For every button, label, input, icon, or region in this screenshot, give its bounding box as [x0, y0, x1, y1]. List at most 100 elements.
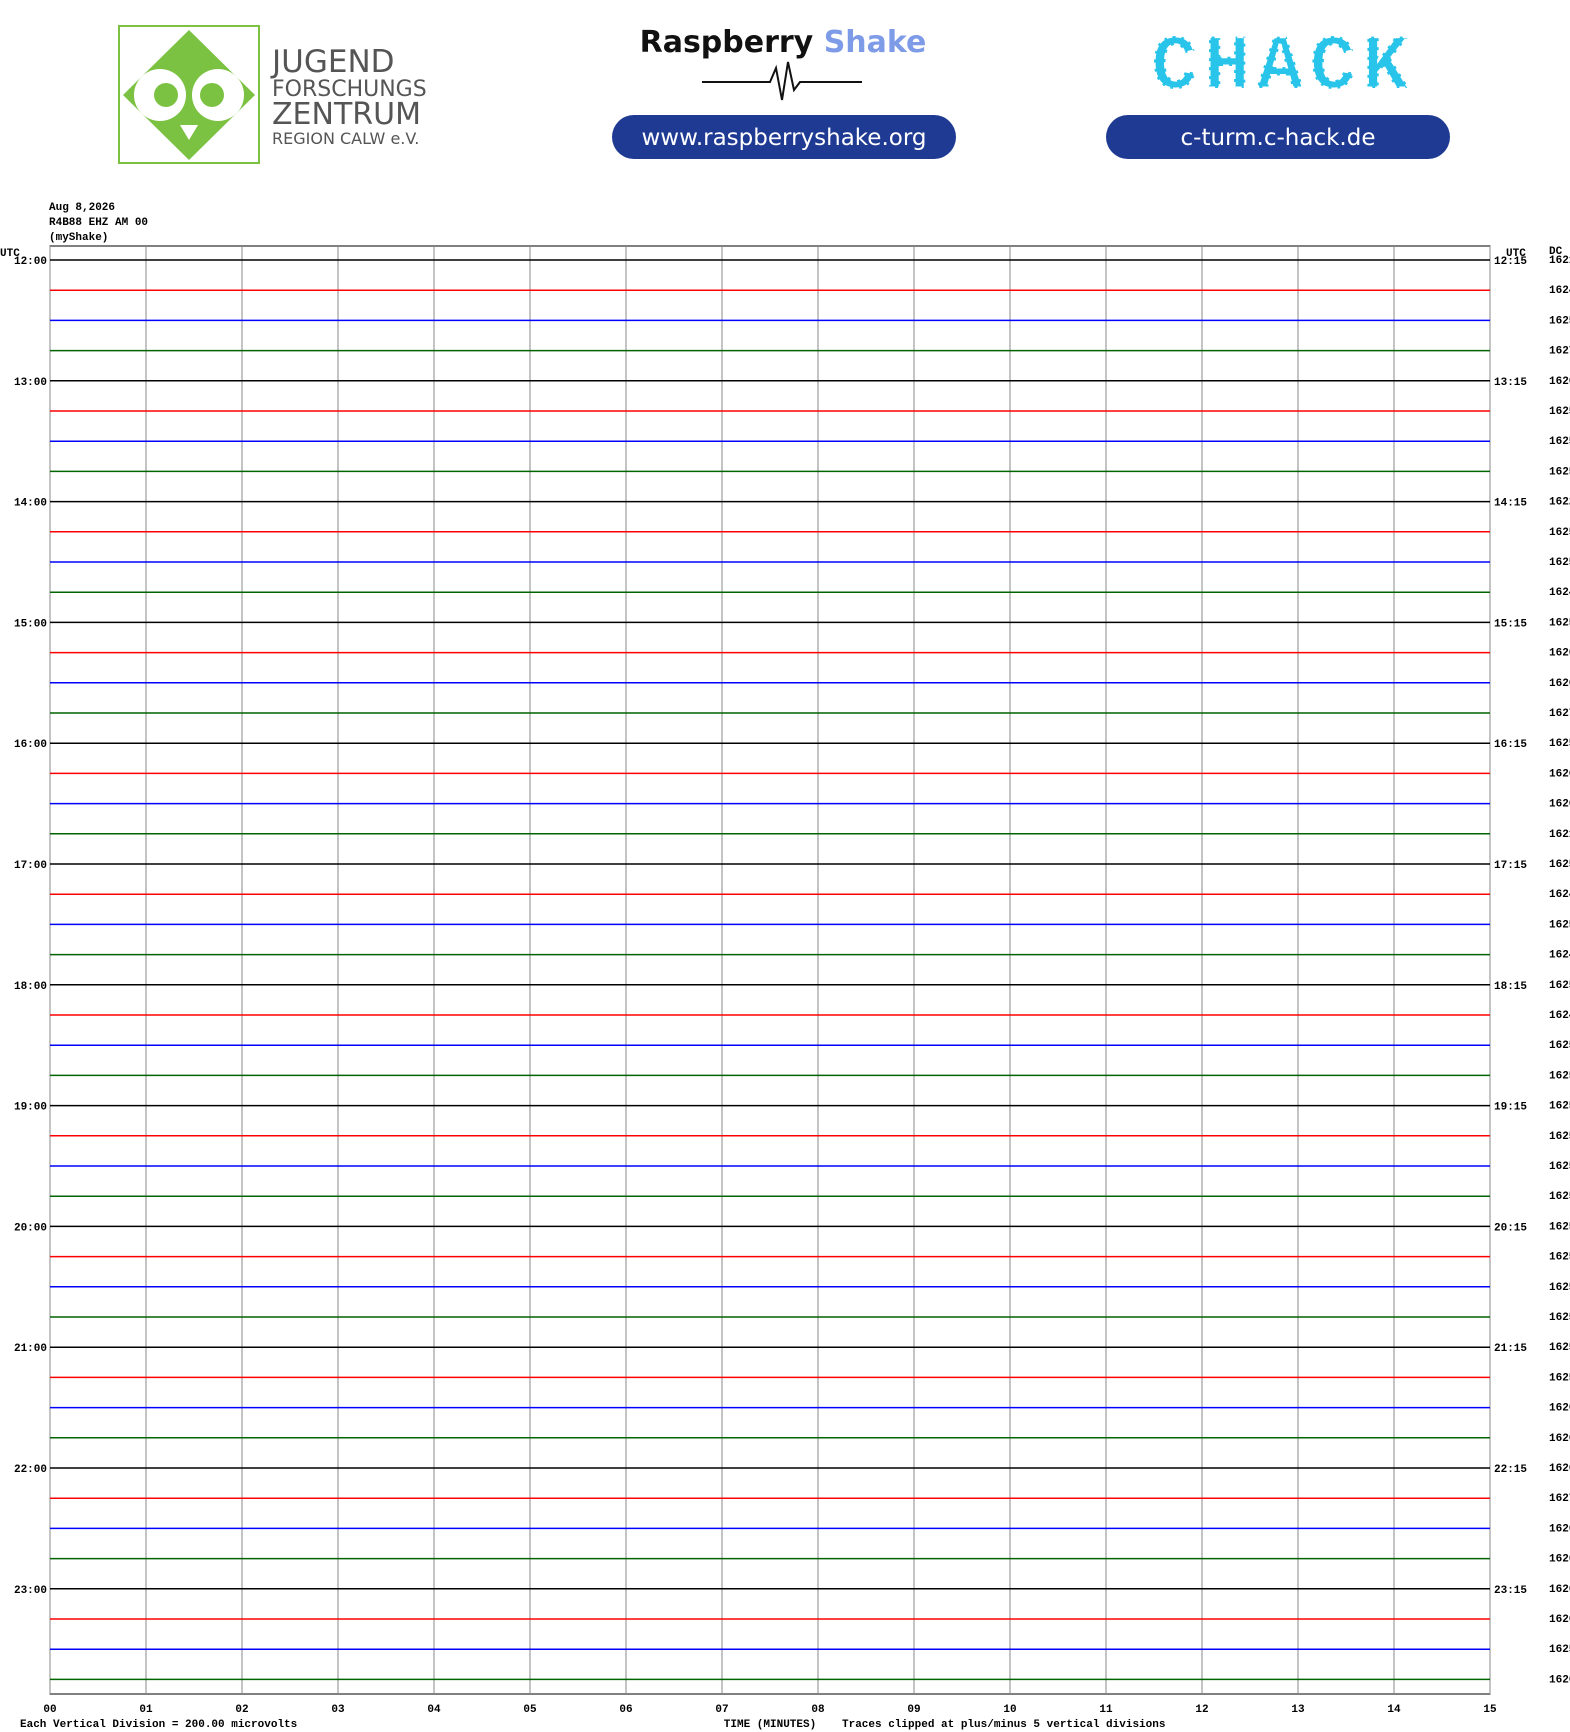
dc-value: 16242: [1549, 889, 1570, 901]
hour-label: 23:15: [1494, 1585, 1527, 1597]
jfz-text: REGION CALW e.V.: [272, 129, 419, 148]
owl-beak: [180, 125, 198, 140]
x-title: TIME (MINUTES): [724, 1719, 816, 1731]
dc-value: 16257: [1549, 919, 1570, 931]
dc-value: 16255: [1549, 1131, 1570, 1143]
station-info: Aug 8,2026: [49, 202, 115, 214]
hour-label: 20:00: [14, 1222, 47, 1234]
hour-label: 17:15: [1494, 860, 1527, 872]
dc-value: 16262: [1549, 799, 1570, 811]
dc-value: 16247: [1549, 587, 1570, 599]
raspberry-url[interactable]: www.raspberryshake.org: [642, 125, 927, 151]
logo-diamond: [123, 30, 255, 160]
dc-value: 16250: [1549, 1372, 1570, 1384]
x-tick-label: 03: [331, 1704, 345, 1716]
hour-label: 18:00: [14, 981, 47, 993]
hour-label: 12:15: [1494, 256, 1527, 268]
dc-value: 16255: [1549, 980, 1570, 992]
hour-label: 19:00: [14, 1102, 47, 1114]
dc-value: 16272: [1549, 346, 1570, 358]
x-tick-label: 14: [1387, 1704, 1401, 1716]
dc-value: 16249: [1549, 950, 1570, 962]
clip-note: Traces clipped at plus/minus 5 vertical …: [842, 1719, 1165, 1731]
dc-value: 16256: [1549, 1191, 1570, 1203]
dc-value: 16260: [1549, 678, 1570, 690]
dc-value: 16254: [1549, 1070, 1570, 1082]
dc-value: 16259: [1549, 1342, 1570, 1354]
dc-header: DC: [1549, 246, 1563, 258]
owl-pupil: [200, 83, 224, 107]
hour-label: 20:15: [1494, 1222, 1527, 1234]
x-tick-label: 11: [1099, 1704, 1113, 1716]
hour-label: 21:15: [1494, 1343, 1527, 1355]
dc-value: 16261: [1549, 1674, 1570, 1686]
raspberry-word: Raspberry: [640, 25, 814, 60]
shake-word: Shake: [824, 25, 927, 60]
dc-value: 16256: [1549, 859, 1570, 871]
hour-label: 15:00: [14, 618, 47, 630]
dc-value: 16257: [1549, 466, 1570, 478]
dc-value: 16257: [1549, 436, 1570, 448]
utc-header: UTC: [1506, 248, 1526, 260]
hour-label: 18:15: [1494, 981, 1527, 993]
x-tick-label: 09: [907, 1704, 920, 1716]
owl-pupil: [154, 83, 178, 107]
utc-header: UTC: [0, 248, 20, 260]
dc-value: 16259: [1549, 1312, 1570, 1324]
hour-label: 22:00: [14, 1464, 47, 1476]
dc-value: 16270: [1549, 708, 1570, 720]
dc-value: 16262: [1549, 1614, 1570, 1626]
chack-logo: CHACK: [1151, 24, 1415, 112]
hour-label: 13:00: [14, 377, 47, 389]
dc-value: 16253: [1549, 738, 1570, 750]
url-pill: [1106, 115, 1450, 159]
hour-label: 22:15: [1494, 1464, 1527, 1476]
x-tick-label: 13: [1291, 1704, 1305, 1716]
hour-label: 15:15: [1494, 618, 1527, 630]
plot-frame: [49, 245, 1491, 1695]
scale-note: Each Vertical Division = 200.00 microvol…: [20, 1719, 297, 1731]
dc-value: 16262: [1549, 1523, 1570, 1535]
dc-value: 16263: [1549, 1403, 1570, 1415]
dc-value: 16252: [1549, 617, 1570, 629]
dc-value: 16267: [1549, 768, 1570, 780]
dc-value: 16226: [1549, 497, 1570, 509]
dc-value: 16245: [1549, 285, 1570, 297]
hour-label: 12:00: [14, 256, 47, 268]
x-tick-label: 06: [619, 1704, 632, 1716]
hour-label: 19:15: [1494, 1102, 1527, 1114]
dc-value: 16261: [1549, 1584, 1570, 1596]
jfz-text: FORSCHUNGS: [272, 77, 427, 102]
x-tick-label: 05: [523, 1704, 537, 1716]
dc-value: 16262: [1549, 1463, 1570, 1475]
x-tick-label: 00: [43, 1704, 56, 1716]
raspberry-title: Raspberry Shake: [640, 25, 927, 60]
hour-label: 23:00: [14, 1585, 47, 1597]
hour-label: 14:00: [14, 498, 47, 510]
hour-label: 13:15: [1494, 377, 1527, 389]
url-pill: [612, 115, 956, 159]
dc-value: 16258: [1549, 1161, 1570, 1173]
dc-value: 16256: [1549, 406, 1570, 418]
x-tick-label: 08: [811, 1704, 825, 1716]
wave-icon: [702, 61, 862, 101]
hour-label: 21:00: [14, 1343, 47, 1355]
chack-url[interactable]: c-turm.c-hack.de: [1181, 125, 1376, 151]
dc-value: 16257: [1549, 1221, 1570, 1233]
dc-value: 16252: [1549, 315, 1570, 327]
jfz-text: JUGEND: [270, 44, 395, 80]
x-tick-label: 07: [715, 1704, 728, 1716]
dc-value: 16246: [1549, 1010, 1570, 1022]
station-info: (myShake): [49, 232, 108, 244]
dc-value: 16256: [1549, 557, 1570, 569]
station-info: R4B88 EHZ AM 00: [49, 217, 148, 229]
dc-value: 16259: [1549, 1252, 1570, 1264]
dc-value: 16257: [1549, 1282, 1570, 1294]
dc-value: 16258: [1549, 1644, 1570, 1656]
dc-value: 16279: [1549, 1493, 1570, 1505]
x-tick-label: 02: [235, 1704, 248, 1716]
dc-value: 16264: [1549, 1433, 1570, 1445]
dc-value: 16254: [1549, 1040, 1570, 1052]
